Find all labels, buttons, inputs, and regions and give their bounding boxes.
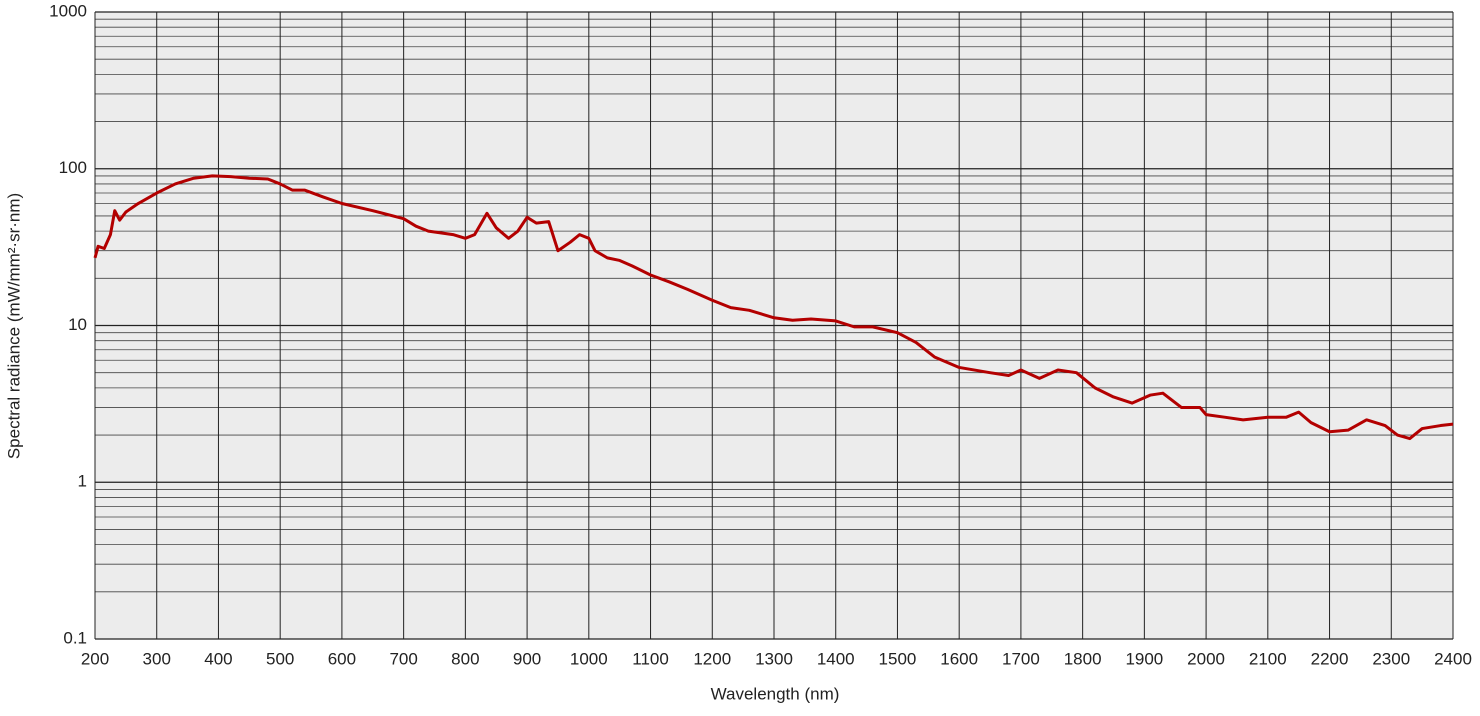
x-tick-label: 600 xyxy=(328,649,356,668)
x-tick-label: 1900 xyxy=(1125,649,1163,668)
x-tick-label: 1000 xyxy=(570,649,608,668)
x-tick-label: 400 xyxy=(204,649,232,668)
x-tick-label: 2200 xyxy=(1311,649,1349,668)
x-tick-label: 1800 xyxy=(1064,649,1102,668)
x-tick-label: 1700 xyxy=(1002,649,1040,668)
x-axis-label: Wavelength (nm) xyxy=(711,684,840,703)
y-tick-label: 1 xyxy=(78,472,87,491)
x-tick-label: 300 xyxy=(143,649,171,668)
x-tick-label: 1100 xyxy=(632,649,669,668)
data-line xyxy=(93,174,1454,441)
y-tick-label: 1000 xyxy=(49,1,87,20)
x-tick-label: 500 xyxy=(266,649,294,668)
x-tick-label: 2400 xyxy=(1434,649,1472,668)
x-tick-label: 1200 xyxy=(693,649,731,668)
x-tick-label: 1300 xyxy=(755,649,793,668)
y-tick-label: 0.1 xyxy=(63,628,87,647)
x-tick-label: 1500 xyxy=(879,649,917,668)
x-tick-label: 2100 xyxy=(1249,649,1287,668)
x-tick-label: 2300 xyxy=(1372,649,1410,668)
y-tick-label: 10 xyxy=(68,315,87,334)
x-tick-label: 900 xyxy=(513,649,541,668)
x-tick-label: 2000 xyxy=(1187,649,1225,668)
x-tick-label: 800 xyxy=(451,649,479,668)
x-tick-label: 700 xyxy=(389,649,417,668)
y-tick-label: 100 xyxy=(59,158,87,177)
x-tick-label: 1400 xyxy=(817,649,855,668)
x-tick-label: 1600 xyxy=(940,649,978,668)
x-tick-label: 200 xyxy=(81,649,109,668)
y-axis-label: Spectral radiance (mW/mm²·sr·nm) xyxy=(4,193,23,459)
